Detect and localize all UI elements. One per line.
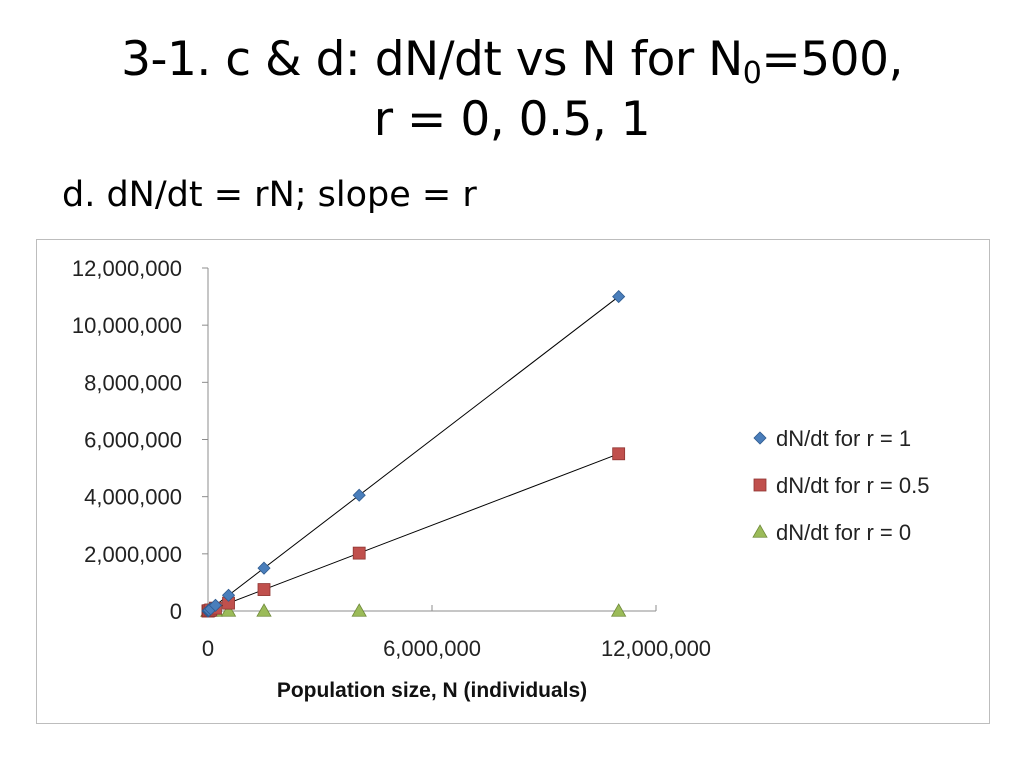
trendline (207, 296, 619, 612)
x-tick-label: 6,000,000 (383, 636, 481, 661)
y-tick-label: 12,000,000 (72, 256, 182, 281)
data-point-diamond (221, 588, 236, 602)
data-point-diamond (208, 598, 223, 612)
y-tick-label: 6,000,000 (84, 428, 182, 453)
data-point-square (257, 583, 271, 596)
slide-title-line1: 3-1. c & d: dN/dt vs N for N0=500, (0, 30, 1024, 90)
data-point-triangle (220, 603, 237, 617)
title-subscript: 0 (742, 56, 762, 91)
x-tick-label: 12,000,000 (601, 636, 711, 661)
trendline (207, 453, 619, 612)
x-tick-label: 0 (202, 636, 214, 661)
legend-label: dN/dt for r = 0.5 (776, 473, 929, 498)
y-tick-label: 2,000,000 (84, 542, 182, 567)
y-tick-label: 8,000,000 (84, 370, 182, 395)
y-tick-label: 4,000,000 (84, 485, 182, 510)
y-tick-label: 0 (170, 599, 182, 624)
data-point-square (612, 447, 626, 461)
title-suffix: =500, (761, 32, 903, 87)
data-point-diamond (612, 290, 626, 304)
data-point-square (352, 546, 366, 560)
slide-title: 3-1. c & d: dN/dt vs N for N0=500, r = 0… (0, 30, 1024, 150)
bullet-text: d. dN/dt = rN; slope = r (62, 175, 477, 215)
y-tick-label: 10,000,000 (72, 313, 182, 338)
data-point-diamond (352, 488, 366, 502)
x-axis-title: Population size, N (individuals) (277, 679, 587, 702)
chart-frame: 0 2,000,000 4,000,000 6,000,000 8,000,000 10,… (36, 239, 990, 724)
data-point-triangle (610, 603, 627, 617)
slide-title-line2: r = 0, 0.5, 1 (373, 92, 651, 147)
title-prefix: 3-1. c & d: dN/dt vs N for N (121, 32, 743, 87)
legend-label: dN/dt for r = 1 (776, 426, 911, 451)
data-point-triangle (351, 603, 367, 617)
data-point-diamond (257, 561, 271, 575)
legend-marker (753, 478, 767, 492)
legend-label: dN/dt for r = 0 (776, 520, 911, 545)
data-point-triangle (256, 603, 272, 617)
legend-marker (752, 524, 768, 538)
scatter-chart: 0 2,000,000 4,000,000 6,000,000 8,000,000 10,… (72, 256, 930, 702)
legend-marker (753, 431, 767, 445)
